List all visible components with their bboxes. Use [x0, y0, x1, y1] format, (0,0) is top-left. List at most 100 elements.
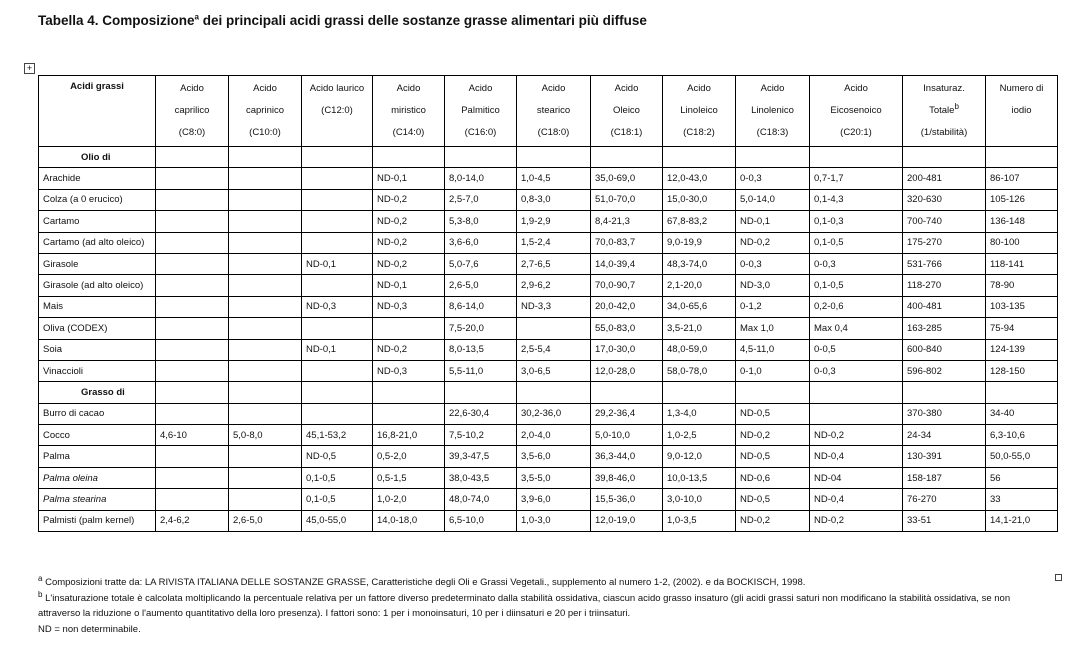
empty-cell [228, 252, 302, 276]
section-row: Olio di [38, 145, 1058, 169]
empty-cell [985, 381, 1058, 404]
header-line: (C18:2) [683, 127, 715, 138]
cell: 0-0,3 [735, 167, 810, 190]
cell: 128-150 [985, 359, 1058, 383]
cell: 0-0,3 [809, 359, 903, 383]
cell: 596-802 [902, 359, 986, 383]
empty-cell [228, 274, 302, 297]
header-row: Acidi grassi Acido caprilico (C8:0) Acido cap… [38, 75, 1058, 147]
header-line: Insaturaz. [923, 83, 965, 94]
footnotes: a Composizioni tratte da: LA RIVISTA ITA… [38, 573, 1018, 637]
cell: ND-0,4 [809, 488, 903, 511]
header-line: Acido [253, 83, 277, 94]
cell: 531-766 [902, 252, 986, 276]
empty-cell [902, 381, 986, 404]
header-cell: Acido Linoleico (C18:2) [662, 75, 736, 147]
data-row: Burro di cacao 22,6-30,4 30,2-36,0 29,2-36,… [38, 402, 1058, 426]
empty-cell [444, 145, 517, 169]
table-move-handle[interactable]: + [24, 63, 35, 74]
empty-cell [301, 274, 373, 297]
header-line: Acido [396, 83, 421, 94]
cell: 38,0-43,5 [444, 466, 517, 490]
header-cell: Acido caprilico (C8:0) [155, 75, 229, 147]
row-label: Arachide [38, 167, 156, 190]
cell: ND-0,2 [809, 509, 903, 533]
cell: 7,5-10,2 [444, 424, 517, 447]
footnote-mark: a [38, 573, 43, 583]
cell: 35,0-69,0 [590, 167, 663, 190]
cell: 5,0-14,0 [735, 188, 810, 212]
cell: 0-0,3 [809, 252, 903, 276]
empty-cell [155, 295, 229, 319]
table-resize-handle[interactable] [1055, 574, 1062, 581]
header-cell: Acido laurico (C12:0) [301, 75, 373, 147]
cell: 76-270 [902, 488, 986, 511]
empty-cell [155, 145, 229, 169]
data-row: Girasole (ad alto oleico) ND-0,1 2,6-5,0 2,… [38, 274, 1058, 297]
cell: 14,1-21,0 [985, 509, 1058, 533]
row-label: Mais [38, 295, 156, 319]
cell: 103-135 [985, 295, 1058, 319]
header-line: Acido [541, 83, 566, 94]
empty-cell [372, 402, 445, 426]
empty-cell [155, 359, 229, 383]
cell: 130-391 [902, 445, 986, 468]
cell: ND-0,2 [735, 231, 810, 254]
data-row: Mais ND-0,3 ND-0,3 8,6-14,0 ND-3,3 20,0-42,0 3… [38, 295, 1058, 319]
data-row: Palma ND-0,5 0,5-2,0 39,3-47,5 3,5-6,0 36,3-4… [38, 445, 1058, 468]
data-row: Vinaccioli ND-0,3 5,5-11,0 3,0-6,5 12,0-28,0… [38, 359, 1058, 383]
cell: 5,5-11,0 [444, 359, 517, 383]
header-line: stearico [536, 105, 571, 116]
empty-cell [301, 402, 373, 426]
empty-cell [301, 381, 373, 404]
row-label: Palmisti (palm kernel) [38, 509, 156, 533]
cell: 3,5-6,0 [516, 445, 591, 468]
cell: ND-0,5 [735, 488, 810, 511]
empty-cell [228, 338, 302, 361]
cell: 175-270 [902, 231, 986, 254]
empty-cell [301, 231, 373, 254]
cell: 5,3-8,0 [444, 210, 517, 233]
title-rest: dei principali acidi grassi delle sostan… [202, 13, 647, 28]
cell: 1,0-3,5 [662, 509, 736, 533]
empty-cell [155, 317, 229, 340]
cell: ND-0,2 [372, 188, 445, 212]
cell: 51,0-70,0 [590, 188, 663, 212]
empty-cell [155, 466, 229, 490]
cell: ND-0,6 [735, 466, 810, 490]
empty-cell [301, 188, 373, 212]
header-line: Totaleb [907, 100, 981, 122]
cell: 3,9-6,0 [516, 488, 591, 511]
empty-cell [228, 445, 302, 468]
cell: 2,0-4,0 [516, 424, 591, 447]
cell: 24-34 [902, 424, 986, 447]
row-label: Palma stearina [38, 488, 156, 511]
cell: 12,0-43,0 [662, 167, 736, 190]
cell: 1,5-2,4 [516, 231, 591, 254]
row-label: Palma [38, 445, 156, 468]
title-sup: a [194, 12, 199, 22]
header-line: (C20:1) [840, 127, 872, 138]
header-line: (C10:0) [249, 127, 281, 138]
cell: 8,4-21,3 [590, 210, 663, 233]
empty-cell [735, 381, 810, 404]
empty-cell [516, 145, 591, 169]
cell: 22,6-30,4 [444, 402, 517, 426]
row-label: Girasole [38, 252, 156, 276]
row-label: Soia [38, 338, 156, 361]
section-label: Grasso di [38, 381, 156, 404]
empty-cell [809, 381, 903, 404]
cell: ND-0,5 [301, 445, 373, 468]
header-cell: Acido Oleico (C18:1) [590, 75, 663, 147]
empty-cell [155, 488, 229, 511]
empty-cell [444, 381, 517, 404]
header-line: Acidi grassi [70, 81, 124, 92]
empty-cell [228, 402, 302, 426]
empty-cell [902, 145, 986, 169]
cell: 30,2-36,0 [516, 402, 591, 426]
row-label: Cartamo [38, 210, 156, 233]
section-label: Olio di [38, 145, 156, 169]
cell: 163-285 [902, 317, 986, 340]
data-row: Soia ND-0,1 ND-0,2 8,0-13,5 2,5-5,4 17,0-30,0… [38, 338, 1058, 361]
